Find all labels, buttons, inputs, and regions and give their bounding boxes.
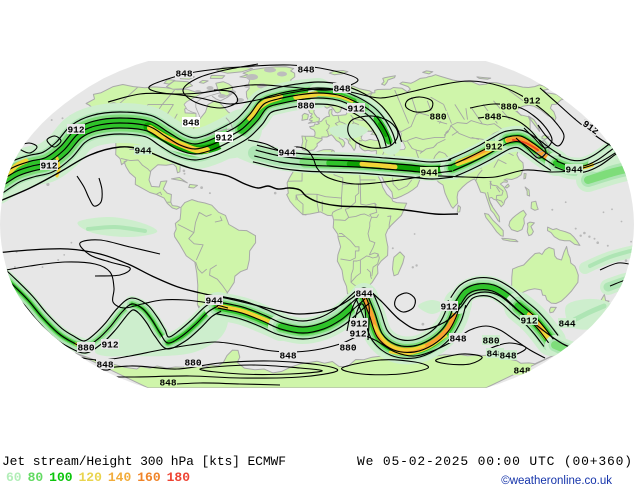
svg-text:912: 912 bbox=[440, 302, 457, 313]
svg-text:880: 880 bbox=[339, 343, 356, 354]
svg-text:912: 912 bbox=[349, 329, 366, 340]
svg-text:880: 880 bbox=[297, 101, 314, 112]
svg-text:880: 880 bbox=[184, 358, 201, 369]
svg-text:We 05-02-2025 00:00 UTC (00+36: We 05-02-2025 00:00 UTC (00+360) bbox=[357, 454, 632, 469]
svg-text:848: 848 bbox=[484, 112, 501, 123]
svg-text:848: 848 bbox=[159, 378, 176, 389]
svg-text:Jet stream/Height 300 hPa [kts: Jet stream/Height 300 hPa [kts] ECMWF bbox=[2, 454, 286, 469]
svg-text:880: 880 bbox=[482, 336, 499, 347]
svg-text:912: 912 bbox=[40, 161, 57, 172]
svg-text:844: 844 bbox=[355, 289, 372, 300]
svg-text:848: 848 bbox=[297, 65, 314, 76]
svg-text:944: 944 bbox=[420, 168, 437, 179]
svg-text:©weatheronline.co.uk: ©weatheronline.co.uk bbox=[501, 475, 612, 487]
svg-text:848: 848 bbox=[96, 360, 113, 371]
svg-text:944: 944 bbox=[565, 165, 582, 176]
svg-text:848: 848 bbox=[333, 84, 350, 95]
svg-text:844: 844 bbox=[558, 319, 575, 330]
svg-text:848: 848 bbox=[513, 366, 530, 377]
svg-text:848: 848 bbox=[449, 334, 466, 345]
svg-text:880: 880 bbox=[500, 102, 517, 113]
svg-text:944: 944 bbox=[278, 148, 295, 159]
svg-text:912: 912 bbox=[67, 125, 84, 136]
svg-text:912: 912 bbox=[215, 133, 232, 144]
svg-text:880: 880 bbox=[429, 112, 446, 123]
svg-text:944: 944 bbox=[134, 146, 151, 157]
svg-text:912: 912 bbox=[485, 142, 502, 153]
svg-text:912: 912 bbox=[347, 104, 364, 115]
svg-text:880: 880 bbox=[77, 343, 94, 354]
svg-text:848: 848 bbox=[499, 351, 516, 362]
svg-text:912: 912 bbox=[520, 316, 537, 327]
svg-text:848: 848 bbox=[279, 351, 296, 362]
svg-text:944: 944 bbox=[205, 296, 222, 307]
svg-text:848: 848 bbox=[175, 69, 192, 80]
svg-text:848: 848 bbox=[182, 118, 199, 129]
svg-text:912: 912 bbox=[101, 340, 118, 351]
svg-text:912: 912 bbox=[523, 96, 540, 107]
svg-text:848: 848 bbox=[486, 349, 503, 360]
svg-text:912: 912 bbox=[350, 319, 367, 330]
